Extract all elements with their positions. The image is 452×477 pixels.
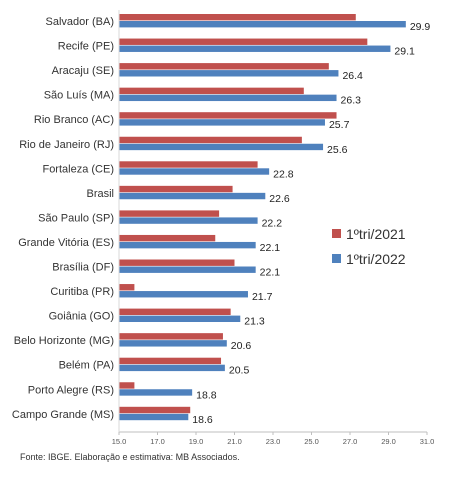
bar-2021	[119, 63, 329, 70]
bar-2021	[119, 210, 220, 217]
category-label: Belo Horizonte (MG)	[14, 335, 114, 347]
legend-label: 1ºtri/2021	[346, 226, 406, 242]
bar-2022	[119, 241, 256, 249]
x-tick-label: 17.0	[150, 437, 165, 446]
bar-2021	[119, 112, 337, 119]
category-label: Curitiba (PR)	[50, 286, 114, 298]
x-tick-label: 23.0	[266, 437, 281, 446]
bar-2022	[119, 291, 248, 298]
bar-2022	[119, 94, 337, 102]
category-label: Rio de Janeiro (RJ)	[19, 139, 114, 151]
category-label: Porto Alegre (RS)	[28, 384, 114, 396]
category-label: Rio Branco (AC)	[34, 114, 114, 126]
data-label: 25.6	[327, 144, 348, 156]
bar-2021	[119, 234, 216, 242]
category-label: Brasil	[86, 188, 114, 200]
x-tick-label: 29.0	[381, 437, 396, 446]
category-label: Brasília (DF)	[52, 262, 114, 274]
category-label: São Paulo (SP)	[38, 212, 114, 224]
x-tick-label: 27.0	[343, 437, 358, 446]
x-axis: 15.0 17.0 19.0 21.0 23.0 25.0 27.0 29.0 31.0	[112, 10, 435, 446]
category-label: Campo Grande (MS)	[12, 409, 114, 421]
bar-2022	[119, 413, 189, 421]
data-label: 22.2	[262, 217, 283, 229]
bar-2022	[119, 389, 193, 396]
data-label: 22.1	[260, 242, 281, 254]
bar-2022	[119, 315, 241, 322]
bar-2022	[119, 217, 258, 224]
source-note: Fonte: IBGE. Elaboração e estimativa: MB…	[20, 452, 240, 462]
category-label: Salvador (BA)	[46, 16, 114, 28]
category-label: Fortaleza (CE)	[42, 163, 114, 175]
x-tick-label: 21.0	[227, 437, 242, 446]
category-label: Goiânia (GO)	[49, 311, 114, 323]
bar-2022	[119, 340, 227, 347]
bar-2021	[119, 185, 233, 193]
bar-2022	[119, 143, 324, 151]
x-tick-label: 25.0	[304, 437, 319, 446]
bar-2021	[119, 161, 258, 168]
data-label: 22.8	[273, 168, 294, 180]
value-labels: 29.9 29.1 26.4 26.3 25.7 25.6 22.8 22.6 22.2 22.1…	[192, 21, 430, 426]
x-tick-label: 31.0	[420, 437, 435, 446]
bar-2021	[119, 87, 304, 95]
data-label: 21.3	[244, 316, 265, 328]
bars-group	[119, 14, 406, 421]
bar-2022	[119, 119, 325, 126]
bar-2021	[119, 333, 223, 340]
bar-2022	[119, 21, 406, 28]
bar-2021	[119, 382, 135, 389]
bar-2022	[119, 45, 391, 52]
data-label: 26.3	[341, 95, 362, 107]
data-label: 25.7	[329, 119, 350, 131]
legend-swatch	[332, 254, 341, 263]
data-label: 22.6	[269, 193, 290, 205]
data-label: 29.1	[394, 46, 415, 58]
bar-2022	[119, 192, 266, 200]
legend-swatch	[332, 229, 341, 238]
data-label: 20.6	[231, 340, 252, 352]
bar-2021	[119, 406, 191, 414]
data-label: 26.4	[342, 70, 363, 82]
x-tick-label: 19.0	[189, 437, 204, 446]
bar-2022	[119, 70, 339, 77]
bar-2021	[119, 136, 302, 144]
category-label: São Luís (MA)	[44, 90, 114, 102]
bar-2021	[119, 284, 135, 291]
data-label: 22.1	[260, 267, 281, 279]
x-tick-label: 15.0	[112, 437, 127, 446]
bar-2021	[119, 38, 368, 45]
bar-2021	[119, 357, 222, 365]
data-label: 20.5	[229, 365, 250, 377]
category-labels: Salvador (BA) Recife (PE) Aracaju (SE) São …	[12, 16, 114, 421]
data-label: 21.7	[252, 291, 273, 303]
bar-2021	[119, 308, 231, 315]
category-label: Belém (PA)	[59, 360, 114, 372]
category-label: Recife (PE)	[58, 41, 114, 53]
bar-2021	[119, 14, 356, 21]
bar-2022	[119, 168, 270, 175]
bar-2022	[119, 364, 225, 372]
bar-2022	[119, 266, 256, 273]
data-label: 18.8	[196, 389, 217, 401]
data-label: 29.9	[410, 21, 431, 33]
category-label: Grande Vitória (ES)	[18, 237, 114, 249]
legend-label: 1ºtri/2022	[346, 251, 406, 267]
data-label: 18.6	[192, 414, 213, 426]
category-label: Aracaju (SE)	[52, 65, 114, 77]
legend: 1ºtri/2021 1ºtri/2022	[332, 226, 406, 267]
bar-2021	[119, 259, 235, 266]
